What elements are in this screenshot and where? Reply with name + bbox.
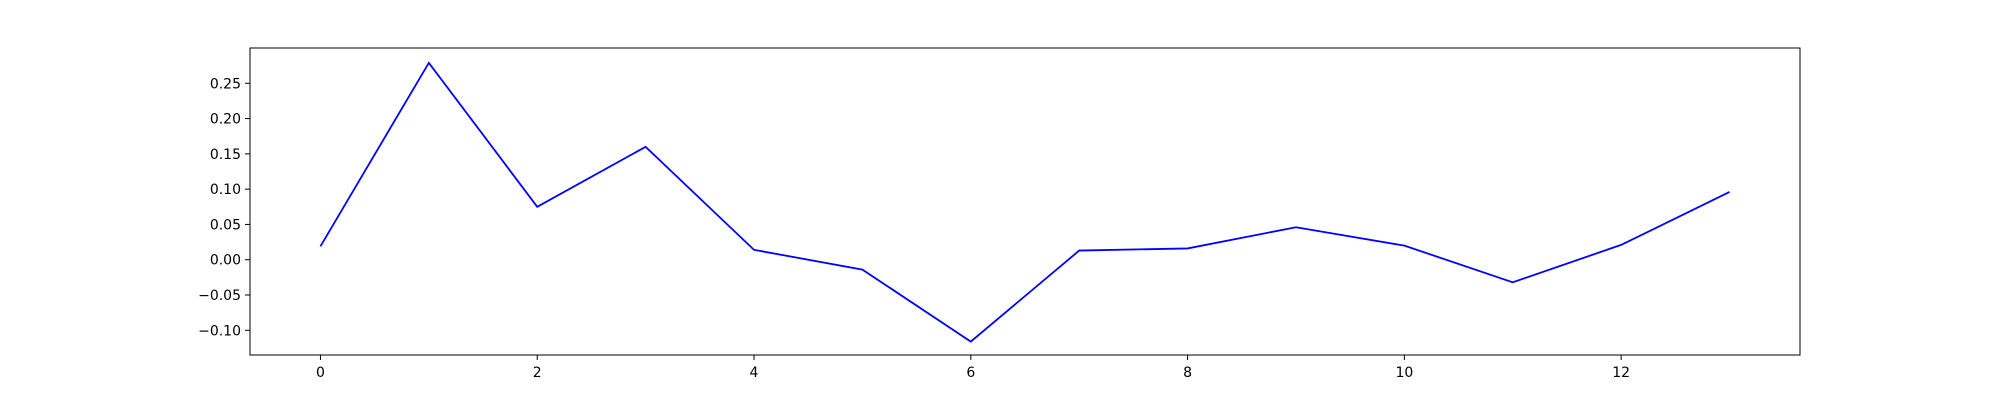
y-tick-label: −0.05 — [198, 288, 241, 304]
y-tick-label: 0.05 — [210, 217, 241, 233]
y-tick-label: 0.20 — [210, 112, 241, 128]
x-tick-label: 12 — [1612, 365, 1630, 381]
series-line — [319, 61, 1730, 343]
x-tick-label: 0 — [316, 365, 325, 381]
plot-frame — [249, 47, 1801, 356]
x-tick-label: 10 — [1395, 365, 1413, 381]
x-tick-label: 2 — [533, 365, 542, 381]
y-tick-label: 0.15 — [210, 147, 241, 163]
x-axis: 0 2 4 6 8 10 12 — [316, 355, 1630, 381]
y-tick-label: 0.25 — [210, 76, 241, 92]
series-layer — [319, 61, 1730, 343]
y-axis: −0.10 −0.05 0.00 0.05 0.10 0.15 0.20 0.25 — [198, 76, 250, 339]
y-tick-label: −0.10 — [198, 323, 241, 339]
x-tick-label: 4 — [750, 365, 759, 381]
y-tick-label: 0.00 — [210, 253, 241, 269]
y-tick-label: 0.10 — [210, 182, 241, 198]
x-tick-label: 6 — [966, 365, 975, 381]
x-tick-label: 8 — [1183, 365, 1192, 381]
